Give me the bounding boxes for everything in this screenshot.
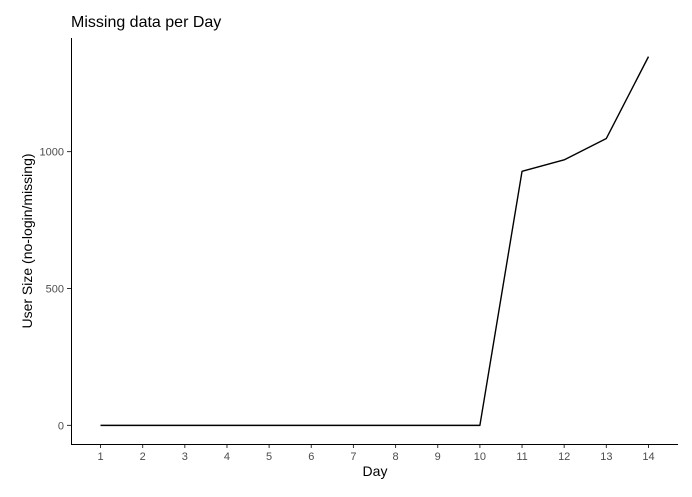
y-axis-ticks: 0 500 1000 — [40, 147, 71, 432]
x-tick-label: 13 — [600, 451, 612, 463]
x-axis-ticks: 1 2 3 4 5 6 7 8 9 10 11 12 13 14 — [97, 444, 655, 463]
x-tick-label: 8 — [393, 451, 399, 463]
x-axis-label: Day — [363, 463, 388, 479]
x-tick-label: 12 — [558, 451, 570, 463]
x-tick-label: 7 — [350, 451, 356, 463]
x-tick-label: 14 — [642, 451, 654, 463]
x-tick-label: 2 — [140, 451, 146, 463]
series-line — [100, 56, 650, 427]
x-tick-label: 6 — [308, 451, 314, 463]
series-group — [100, 56, 650, 427]
chart-title: Missing data per Day — [71, 14, 221, 31]
x-tick-label: 11 — [516, 451, 527, 463]
x-tick-label: 4 — [224, 451, 230, 463]
x-tick-label: 10 — [474, 451, 486, 463]
x-tick-label: 3 — [182, 451, 188, 463]
y-axis-label: User Size (no-login/missing) — [19, 153, 35, 328]
x-tick-label: 1 — [97, 451, 103, 463]
x-tick-label: 9 — [435, 451, 441, 463]
y-tick-label: 0 — [58, 420, 64, 432]
y-tick-label: 500 — [46, 283, 64, 295]
x-tick-label: 5 — [266, 451, 272, 463]
y-tick-label: 1000 — [40, 147, 64, 159]
